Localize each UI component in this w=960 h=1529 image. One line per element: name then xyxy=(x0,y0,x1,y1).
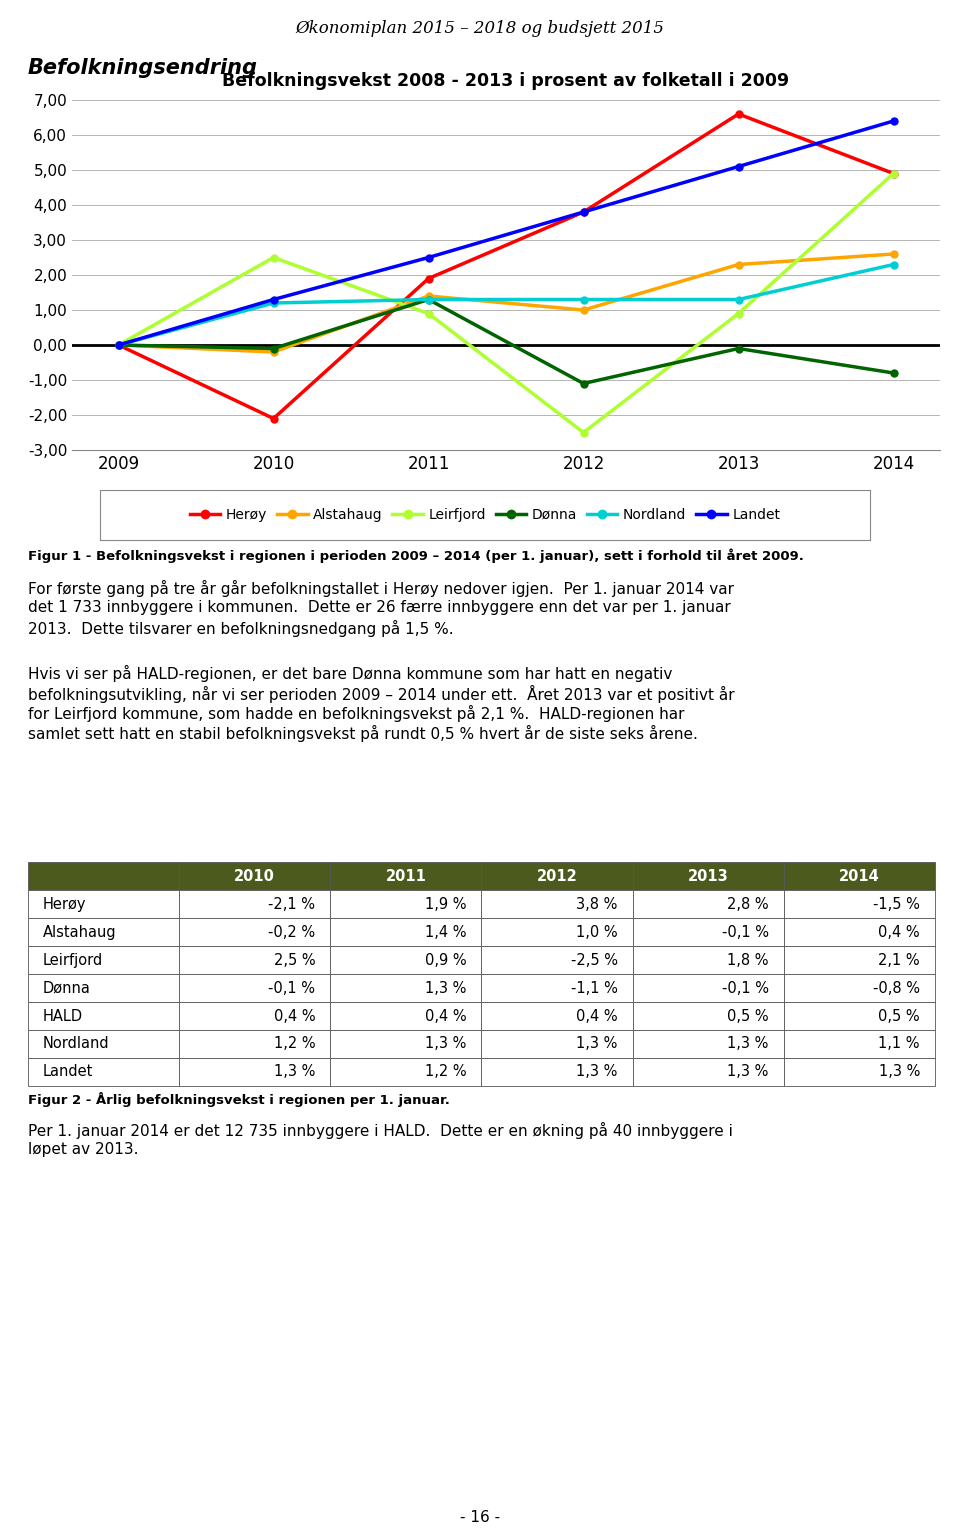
Title: Befolkningsvekst 2008 - 2013 i prosent av folketall i 2009: Befolkningsvekst 2008 - 2013 i prosent a… xyxy=(223,72,789,90)
Text: samlet sett hatt en stabil befolkningsvekst på rundt 0,5 % hvert år de siste sek: samlet sett hatt en stabil befolkningsve… xyxy=(28,725,698,742)
Text: for Leirfjord kommune, som hadde en befolkningsvekst på 2,1 %.  HALD-regionen ha: for Leirfjord kommune, som hadde en befo… xyxy=(28,705,684,722)
Text: Per 1. januar 2014 er det 12 735 innbyggere i HALD.  Dette er en økning på 40 in: Per 1. januar 2014 er det 12 735 innbygg… xyxy=(28,1122,732,1139)
Legend: Herøy, Alstahaug, Leirfjord, Dønna, Nordland, Landet: Herøy, Alstahaug, Leirfjord, Dønna, Nord… xyxy=(184,503,786,528)
Text: løpet av 2013.: løpet av 2013. xyxy=(28,1142,138,1157)
Text: Befolkningsendring: Befolkningsendring xyxy=(28,58,258,78)
Text: Figur 2 - Årlig befolkningsvekst i regionen per 1. januar.: Figur 2 - Årlig befolkningsvekst i regio… xyxy=(28,1092,450,1107)
Text: det 1 733 innbyggere i kommunen.  Dette er 26 færre innbyggere enn det var per 1: det 1 733 innbyggere i kommunen. Dette e… xyxy=(28,599,731,615)
Text: Økonomiplan 2015 – 2018 og budsjett 2015: Økonomiplan 2015 – 2018 og budsjett 2015 xyxy=(296,20,664,37)
Text: 2013.  Dette tilsvarer en befolkningsnedgang på 1,5 %.: 2013. Dette tilsvarer en befolkningsnedg… xyxy=(28,619,454,638)
Text: For første gang på tre år går befolkningstallet i Herøy nedover igjen.  Per 1. j: For første gang på tre år går befolkning… xyxy=(28,579,734,596)
Text: befolkningsutvikling, når vi ser perioden 2009 – 2014 under ett.  Året 2013 var : befolkningsutvikling, når vi ser periode… xyxy=(28,685,734,703)
Text: Hvis vi ser på HALD-regionen, er det bare Dønna kommune som har hatt en negativ: Hvis vi ser på HALD-regionen, er det bar… xyxy=(28,665,672,682)
Text: - 16 -: - 16 - xyxy=(460,1511,500,1524)
Text: Figur 1 - Befolkningsvekst i regionen i perioden 2009 – 2014 (per 1. januar), se: Figur 1 - Befolkningsvekst i regionen i … xyxy=(28,547,804,563)
